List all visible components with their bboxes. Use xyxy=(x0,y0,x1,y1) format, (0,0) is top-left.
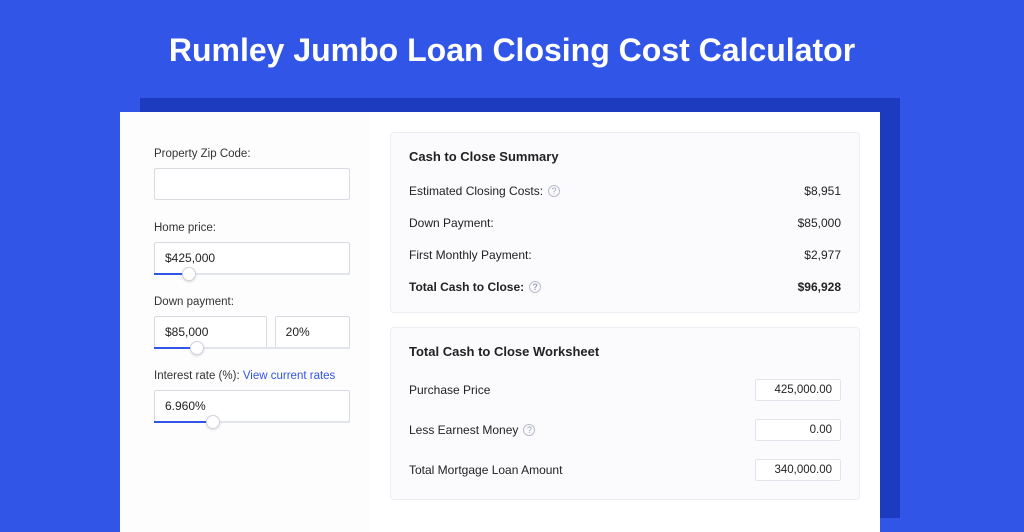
home-price-slider[interactable] xyxy=(154,242,350,274)
worksheet-row: Total Mortgage Loan Amount 340,000.00 xyxy=(409,453,841,493)
down-payment-slider[interactable] xyxy=(154,316,350,348)
worksheet-row-label: Less Earnest Money? xyxy=(409,423,535,437)
summary-row-value: $96,928 xyxy=(798,280,841,294)
down-payment-input[interactable] xyxy=(154,316,267,348)
summary-row: Total Cash to Close:? $96,928 xyxy=(409,274,841,306)
interest-label: Interest rate (%): xyxy=(154,370,240,382)
results-panel: Cash to Close Summary Estimated Closing … xyxy=(370,112,880,532)
interest-input[interactable] xyxy=(154,390,350,422)
worksheet-row: Less Earnest Money? 0.00 xyxy=(409,413,841,453)
worksheet-row-label: Purchase Price xyxy=(409,383,490,397)
summary-heading: Cash to Close Summary xyxy=(409,149,841,164)
summary-row-value: $2,977 xyxy=(804,248,841,262)
field-down-payment: Down payment: xyxy=(154,296,350,348)
calculator-card: Property Zip Code: Home price: Down paym… xyxy=(120,112,880,532)
summary-row-label: Total Cash to Close:? xyxy=(409,280,541,294)
summary-row-value: $8,951 xyxy=(804,184,841,198)
slider-thumb[interactable] xyxy=(206,415,220,429)
page-title: Rumley Jumbo Loan Closing Cost Calculato… xyxy=(0,0,1024,93)
home-price-label: Home price: xyxy=(154,222,350,234)
interest-label-row: Interest rate (%): View current rates xyxy=(154,370,350,382)
view-rates-link[interactable]: View current rates xyxy=(243,370,335,382)
summary-row: Down Payment: $85,000 xyxy=(409,210,841,242)
worksheet-panel: Total Cash to Close Worksheet Purchase P… xyxy=(390,327,860,500)
summary-row-label: Down Payment: xyxy=(409,216,494,230)
worksheet-heading: Total Cash to Close Worksheet xyxy=(409,344,841,359)
summary-panel: Cash to Close Summary Estimated Closing … xyxy=(390,132,860,313)
worksheet-row: Purchase Price 425,000.00 xyxy=(409,373,841,413)
field-interest: Interest rate (%): View current rates xyxy=(154,370,350,422)
field-zip: Property Zip Code: xyxy=(154,148,350,200)
zip-label: Property Zip Code: xyxy=(154,148,350,160)
worksheet-row-value[interactable]: 0.00 xyxy=(755,419,841,441)
down-payment-label: Down payment: xyxy=(154,296,350,308)
slider-thumb[interactable] xyxy=(182,267,196,281)
help-icon[interactable]: ? xyxy=(529,281,541,293)
summary-row-value: $85,000 xyxy=(798,216,841,230)
summary-row: Estimated Closing Costs:? $8,951 xyxy=(409,178,841,210)
help-icon[interactable]: ? xyxy=(548,185,560,197)
summary-row-label: First Monthly Payment: xyxy=(409,248,532,262)
slider-fill xyxy=(154,421,213,423)
down-payment-pct-input[interactable] xyxy=(275,316,350,348)
worksheet-row-value[interactable]: 425,000.00 xyxy=(755,379,841,401)
inputs-panel: Property Zip Code: Home price: Down paym… xyxy=(120,112,370,532)
interest-slider[interactable] xyxy=(154,390,350,422)
slider-thumb[interactable] xyxy=(190,341,204,355)
summary-row-label: Estimated Closing Costs:? xyxy=(409,184,560,198)
zip-input[interactable] xyxy=(154,168,350,200)
worksheet-row-label: Total Mortgage Loan Amount xyxy=(409,463,562,477)
summary-row: First Monthly Payment: $2,977 xyxy=(409,242,841,274)
worksheet-row-value[interactable]: 340,000.00 xyxy=(755,459,841,481)
help-icon[interactable]: ? xyxy=(523,424,535,436)
field-home-price: Home price: xyxy=(154,222,350,274)
